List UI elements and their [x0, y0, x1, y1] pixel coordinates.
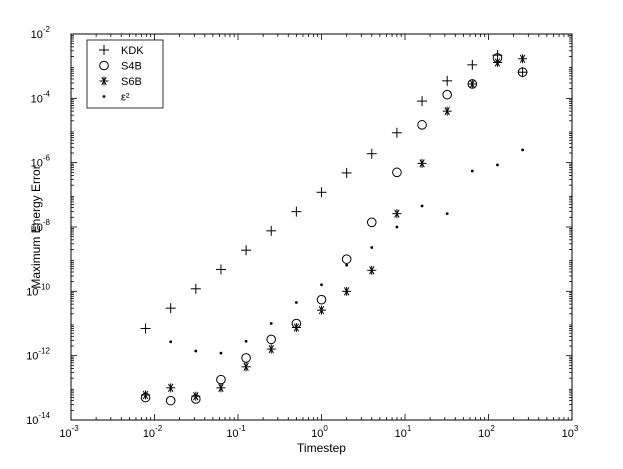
data-point — [291, 323, 301, 333]
data-point — [521, 148, 524, 152]
data-point — [442, 75, 453, 86]
data-point — [140, 323, 151, 334]
data-point — [442, 106, 452, 116]
data-point — [294, 301, 298, 304]
data-point — [341, 167, 352, 178]
data-point — [518, 54, 528, 64]
data-point — [219, 351, 223, 355]
data-point — [316, 294, 327, 305]
data-point — [517, 67, 528, 77]
data-point — [241, 353, 251, 363]
data-point — [442, 89, 452, 100]
y-axis-label: Maximum Energy Error — [29, 165, 43, 288]
data-point — [392, 167, 402, 178]
x-axis-label: Timestep — [297, 441, 346, 455]
data-point — [370, 246, 374, 249]
data-point — [317, 305, 326, 315]
data-point — [266, 225, 277, 236]
data-point — [291, 206, 302, 217]
legend-marker — [102, 95, 106, 98]
data-point — [367, 265, 377, 275]
data-point — [266, 344, 276, 354]
data-point — [470, 169, 474, 173]
legend-label: S6B — [121, 76, 142, 88]
legend-label: KDK — [121, 45, 144, 57]
data-point — [169, 340, 173, 344]
data-point — [492, 58, 502, 68]
data-point — [216, 383, 226, 393]
data-point — [194, 349, 198, 353]
data-point — [269, 322, 273, 325]
data-point — [366, 217, 377, 228]
data-point — [391, 127, 402, 138]
data-point — [417, 96, 428, 107]
data-point — [341, 254, 352, 264]
legend-marker — [99, 76, 109, 86]
legend-box — [86, 39, 164, 109]
data-point — [165, 303, 176, 314]
data-point — [320, 283, 323, 287]
data-point — [191, 391, 201, 401]
data-point — [445, 212, 449, 216]
series-0 — [140, 50, 528, 334]
data-point — [366, 148, 377, 159]
legend-marker — [99, 45, 109, 55]
data-point — [467, 79, 477, 89]
data-point — [517, 67, 528, 78]
legend: KDK S4B S6B ε² — [86, 39, 164, 109]
data-point — [165, 395, 176, 406]
legend-label: S4B — [121, 61, 142, 73]
data-point — [241, 245, 252, 256]
data-point — [316, 187, 327, 198]
data-point — [420, 204, 424, 208]
data-point — [215, 264, 226, 275]
series-3 — [169, 148, 524, 355]
data-point — [496, 163, 499, 167]
legend-item: KDK — [99, 45, 144, 57]
legend-item: S4B — [99, 60, 142, 73]
legend-label: ε² — [121, 92, 130, 104]
data-point — [342, 286, 352, 296]
data-point — [467, 59, 478, 70]
legend-marker — [99, 60, 109, 71]
data-point — [395, 225, 399, 229]
data-point — [266, 334, 277, 345]
data-point — [392, 209, 402, 219]
data-point — [417, 120, 427, 130]
data-point — [141, 390, 151, 400]
series-2 — [141, 54, 528, 401]
legend-item: S6B — [99, 76, 142, 88]
data-marks — [140, 50, 528, 406]
data-point — [345, 263, 349, 267]
data-point — [417, 158, 427, 168]
data-point — [166, 383, 176, 393]
data-point — [244, 339, 248, 343]
data-point — [190, 283, 201, 294]
legend-item: ε² — [102, 92, 130, 104]
data-point — [241, 362, 251, 372]
